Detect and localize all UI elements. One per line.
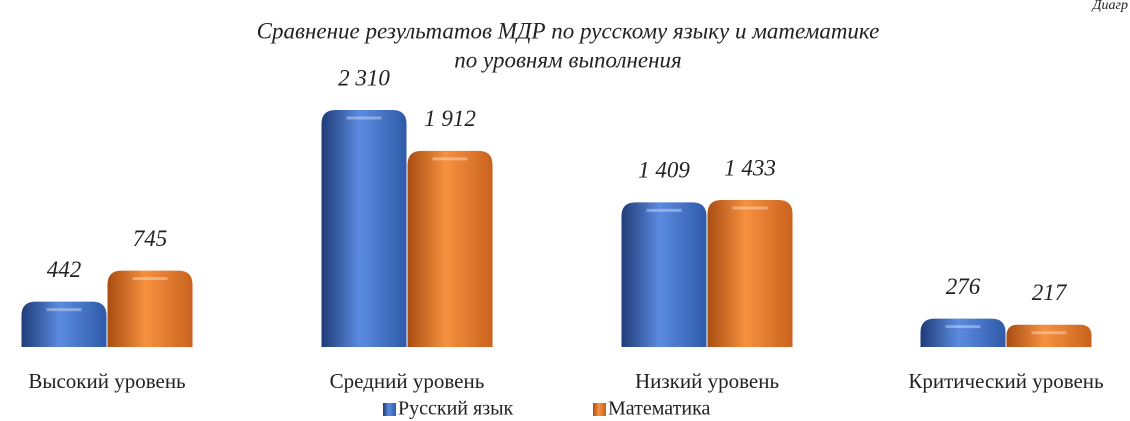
bar (107, 270, 193, 347)
chart-title: Сравнение результатов МДР по русскому яз… (257, 18, 880, 43)
bar (707, 199, 793, 347)
value-label: 2 310 (338, 65, 390, 90)
bar (21, 301, 107, 347)
value-label: 1 409 (638, 158, 690, 183)
bar (407, 150, 493, 347)
legend-label: Математика (608, 398, 710, 420)
value-label: 1 912 (424, 106, 476, 131)
value-label: 745 (133, 226, 168, 251)
value-label: 1 433 (724, 155, 776, 180)
legend-label: Русский язык (398, 398, 514, 420)
value-label: 276 (946, 274, 981, 299)
legend-swatch (593, 403, 606, 416)
annotation: Диагр (1091, 0, 1128, 13)
bar (621, 202, 707, 347)
value-label: 217 (1032, 280, 1068, 305)
x-tick-label: Высокий уровень (28, 369, 185, 393)
bar (1006, 324, 1092, 347)
x-tick-label: Критический уровень (908, 369, 1103, 393)
chart-title: по уровням выполнения (454, 47, 681, 72)
bar (321, 109, 407, 347)
x-tick-label: Низкий уровень (635, 369, 779, 393)
legend-swatch (383, 403, 396, 416)
x-tick-label: Средний уровень (330, 369, 485, 393)
value-label: 442 (47, 257, 82, 282)
bar (920, 318, 1006, 347)
